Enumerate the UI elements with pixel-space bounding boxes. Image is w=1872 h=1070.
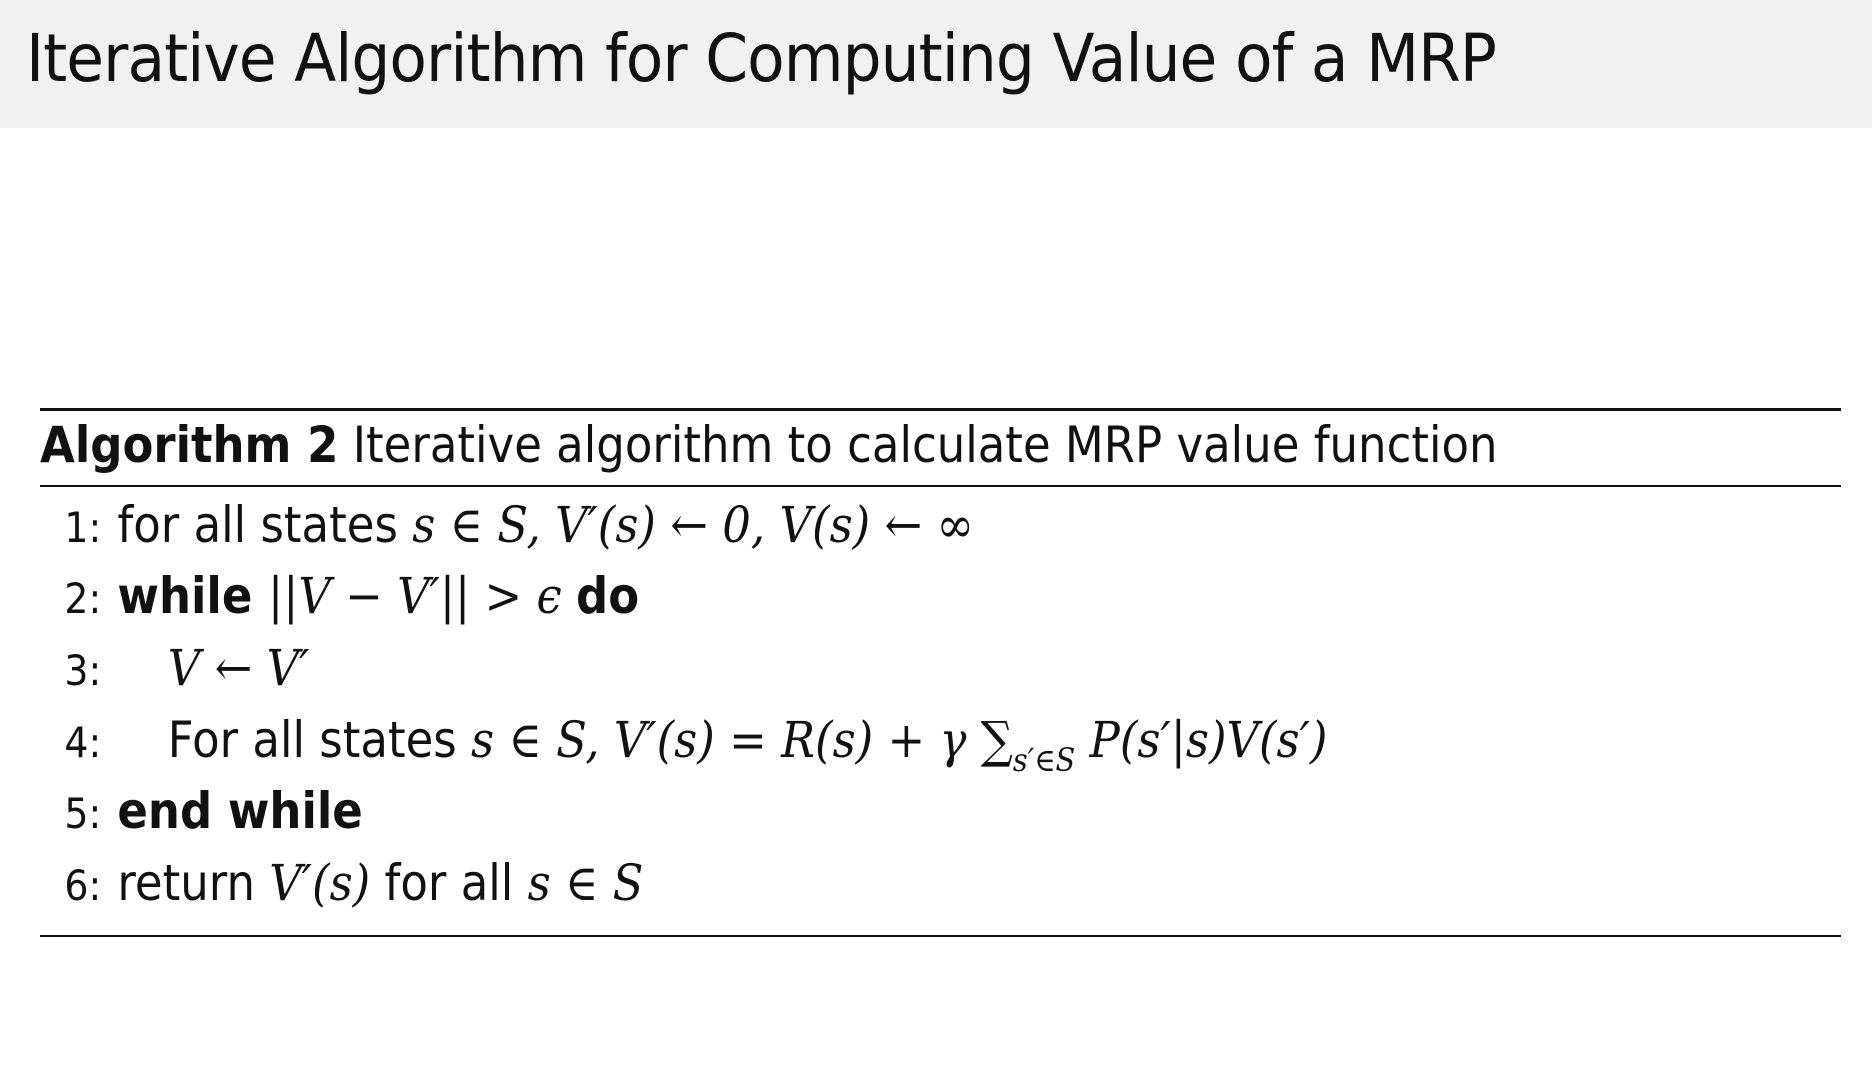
keyword: do <box>576 567 640 625</box>
math-expression: V ← V′ <box>167 639 310 697</box>
math-expression: ||V − V′|| > ϵ <box>268 567 577 625</box>
line-number: 3: <box>64 646 102 695</box>
slide-title: Iterative Algorithm for Computing Value … <box>26 20 1497 97</box>
algorithm-header: Algorithm 2 Iterative algorithm to calcu… <box>40 416 1498 474</box>
keyword: end while <box>117 782 363 840</box>
line-number: 4: <box>64 718 102 767</box>
line-text: for all states <box>117 496 413 554</box>
line-number: 6: <box>64 861 102 910</box>
line-number: 2: <box>64 574 102 623</box>
math-expression: s ∈ S <box>527 854 644 912</box>
keyword: while <box>117 567 269 625</box>
algorithm-label: Algorithm 2 <box>40 416 339 474</box>
line-number: 1: <box>64 503 102 552</box>
line-text: return <box>117 854 270 912</box>
algorithm-top-rule <box>40 408 1841 411</box>
line-text: For all states <box>167 711 472 769</box>
math-expression: s ∈ S, V′(s) ← 0, V(s) ← ∞ <box>412 496 975 554</box>
subscript: s′∈S <box>1012 741 1076 779</box>
line-text: for all <box>370 854 528 912</box>
math-expression: V′(s) <box>269 854 371 912</box>
algorithm-line: 5: end while <box>40 782 363 846</box>
algorithm-caption: Iterative algorithm to calculate MRP val… <box>352 416 1498 474</box>
algorithm-bottom-rule <box>40 935 1841 937</box>
algorithm-line: 3: V ← V′ <box>40 639 309 703</box>
algorithm-header-rule <box>40 485 1841 487</box>
algorithm-line: 4: For all states s ∈ S, V′(s) = R(s) + γ… <box>40 711 1328 779</box>
math-expression: s ∈ S, V′(s) = R(s) + γ ∑ <box>471 711 1013 769</box>
line-number: 5: <box>64 789 102 838</box>
math-expression: P(s′|s)V(s′) <box>1075 711 1328 769</box>
algorithm-line: 6: return V′(s) for all s ∈ S <box>40 854 643 918</box>
algorithm-line: 2: while ||V − V′|| > ϵ do <box>40 567 639 631</box>
algorithm-line: 1: for all states s ∈ S, V′(s) ← 0, V(s) … <box>40 496 974 560</box>
slide-title-bar: Iterative Algorithm for Computing Value … <box>0 0 1872 128</box>
